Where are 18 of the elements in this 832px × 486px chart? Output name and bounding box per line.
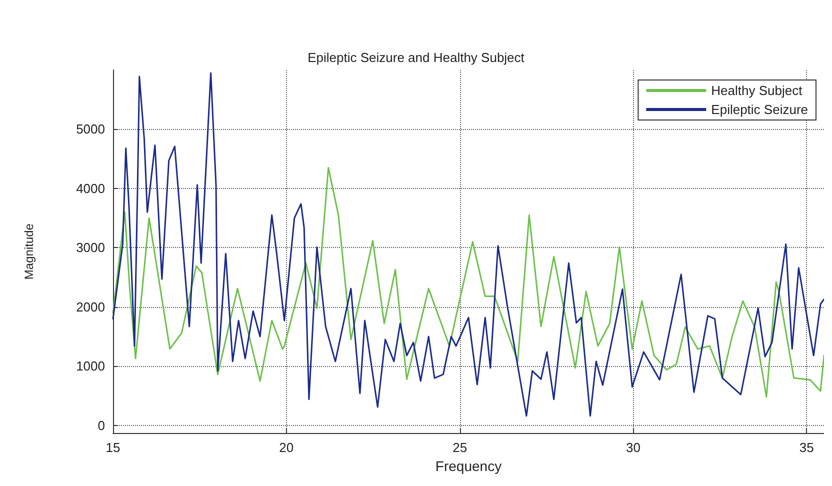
legend-label: Healthy Subject xyxy=(711,83,803,98)
line-series xyxy=(112,166,824,398)
legend-label: Epileptic Seizure xyxy=(711,102,808,117)
x-tick-label: 25 xyxy=(452,440,468,456)
x-tick-label: 20 xyxy=(279,440,294,456)
y-tick-label: 5000 xyxy=(76,122,105,137)
x-tick-label: 30 xyxy=(626,440,640,456)
y-tick-label: 2000 xyxy=(76,299,105,314)
x-tick-label: 35 xyxy=(799,440,814,456)
y-axis-title: Magnitude xyxy=(22,223,36,280)
line-series xyxy=(112,72,824,417)
y-tick-label: 1000 xyxy=(76,358,105,374)
chart-title: Epileptic Seizure and Healthy Subject xyxy=(308,50,525,65)
x-axis-title: Frequency xyxy=(435,458,502,474)
y-tick-label: 4000 xyxy=(76,180,105,196)
y-tick-label: 0 xyxy=(98,418,105,433)
y-tick-label: 3000 xyxy=(76,240,105,256)
x-tick-label: 15 xyxy=(106,440,120,456)
